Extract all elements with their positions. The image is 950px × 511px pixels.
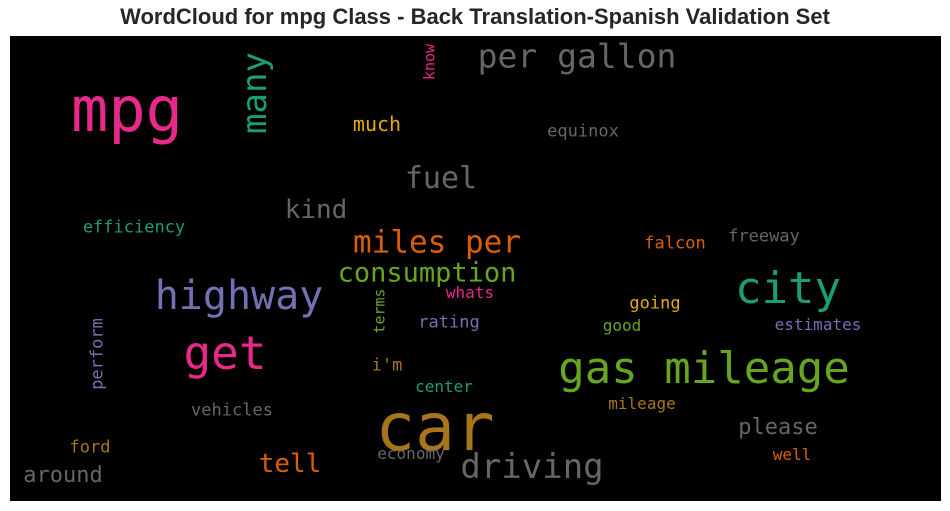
word-tell: tell [258, 449, 322, 479]
word-i-m: i'm [371, 355, 403, 376]
word-freeway: freeway [728, 226, 800, 247]
word-vehicles: vehicles [191, 400, 273, 421]
word-mileage: mileage [608, 394, 676, 413]
word-perform: perform [87, 318, 108, 390]
word-rating: rating [418, 312, 480, 333]
word-city: city [735, 263, 841, 314]
word-miles-per: miles per [353, 224, 521, 261]
word-get: get [183, 326, 267, 380]
word-whats: whats [445, 283, 495, 302]
word-center: center [415, 377, 473, 396]
word-much: much [352, 112, 402, 136]
word-mpg: mpg [71, 73, 183, 146]
word-equinox: equinox [547, 121, 619, 142]
word-driving: driving [460, 447, 604, 487]
word-please: please [738, 415, 818, 440]
word-consumption: consumption [337, 257, 517, 289]
word-many: many [235, 52, 275, 134]
word-car: car [375, 389, 495, 466]
word-terms: terms [370, 288, 389, 334]
word-highway: highway [154, 273, 324, 319]
word-estimates: estimates [774, 315, 862, 334]
word-efficiency: efficiency [82, 217, 186, 238]
word-going: going [629, 293, 681, 314]
word-gas-mileage: gas mileage [558, 343, 850, 394]
word-know: know [420, 43, 439, 81]
word-economy: economy [377, 444, 445, 463]
word-per-gallon: per gallon [477, 36, 677, 76]
word-good: good [602, 316, 642, 335]
word-well: well [772, 445, 812, 464]
word-around: around [23, 463, 103, 488]
chart-title: WordCloud for mpg Class - Back Translati… [120, 4, 830, 29]
word-falcon: falcon [644, 233, 706, 254]
word-ford: ford [69, 437, 111, 458]
word-fuel: fuel [404, 161, 478, 196]
word-kind: kind [284, 195, 348, 225]
wordcloud-canvas: car mpg gas mileage get highway city driving pe… [10, 36, 941, 501]
